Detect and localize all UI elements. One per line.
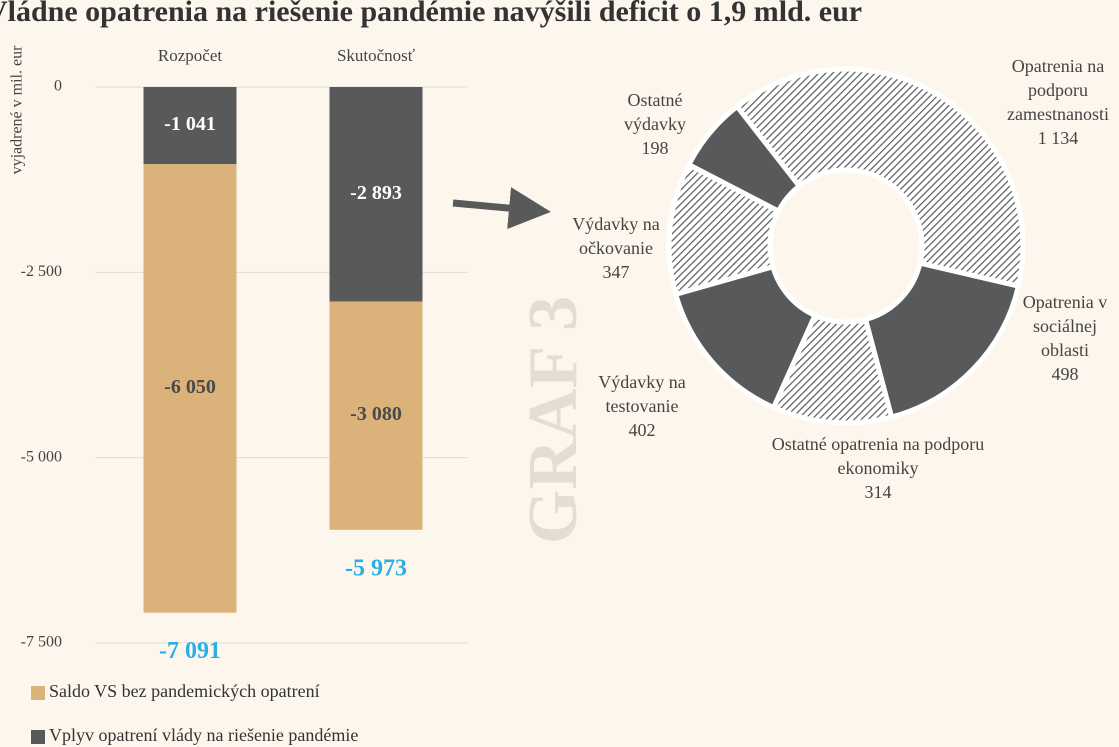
legend-swatch bbox=[31, 686, 45, 700]
donut-slice bbox=[733, 66, 1026, 290]
slice-category: Ostatné výdavky bbox=[624, 90, 686, 134]
y-tick-label: -5 000 bbox=[21, 448, 62, 465]
watermark: GRAF 3 bbox=[515, 296, 592, 544]
slice-label: Ostatné výdavky 198 bbox=[605, 88, 705, 160]
slice-category: Výdavky na očkovanie bbox=[572, 214, 660, 258]
slice-label: Ostatné opatrenia na podporu ekonomiky 31… bbox=[763, 432, 993, 504]
chart-title: Vládne opatrenia na riešenie pandémie na… bbox=[0, 0, 862, 28]
bar-segment bbox=[143, 164, 237, 613]
y-tick-label: 0 bbox=[54, 78, 62, 95]
slice-value: 314 bbox=[864, 482, 892, 502]
slice-label: Opatrenia v sociálnej oblasti 498 bbox=[1010, 290, 1119, 386]
arrow bbox=[452, 187, 551, 230]
bar-segment bbox=[329, 301, 423, 530]
donut-slice bbox=[862, 260, 1022, 421]
slice-category: Opatrenia na podporu zamestnanosti bbox=[1007, 56, 1109, 124]
total-label: -7 091 bbox=[159, 638, 221, 664]
slice-label: Výdavky na testovanie 402 bbox=[577, 370, 707, 442]
data-label: -1 041 bbox=[164, 113, 216, 135]
slice-category: Ostatné opatrenia na podporu ekonomiky bbox=[771, 434, 985, 478]
data-label: -2 893 bbox=[350, 182, 402, 204]
slice-value: 1 134 bbox=[1037, 128, 1079, 148]
legend-label: Saldo VS bez pandemických opatrení bbox=[49, 681, 320, 701]
slice-value: 347 bbox=[602, 262, 630, 282]
legend-label: Vplyv opatrení vlády na riešenie pandémi… bbox=[49, 725, 358, 745]
bar-segment bbox=[329, 87, 423, 302]
x-tick-label: Skutočnosť bbox=[337, 46, 415, 65]
total-label: -5 973 bbox=[345, 555, 407, 581]
slice-value: 402 bbox=[628, 420, 656, 440]
data-label: -6 050 bbox=[164, 376, 216, 398]
slice-category: Opatrenia v sociálnej oblasti bbox=[1022, 292, 1108, 360]
slice-value: 498 bbox=[1051, 364, 1079, 384]
donut-slice bbox=[685, 103, 803, 215]
bar-segment bbox=[143, 87, 237, 165]
slice-label: Výdavky na očkovanie 347 bbox=[556, 212, 676, 284]
slice-label: Opatrenia na podporu zamestnanosti 1 134 bbox=[983, 54, 1119, 150]
y-axis-label: vyjadrené v mil. eur bbox=[9, 45, 26, 175]
y-tick-label: -2 500 bbox=[21, 263, 62, 280]
slice-category: Výdavky na testovanie bbox=[598, 372, 686, 416]
x-tick-label: Rozpočet bbox=[158, 46, 222, 65]
legend-swatch bbox=[31, 730, 45, 744]
slice-value: 198 bbox=[641, 138, 669, 158]
y-tick-label: -7 500 bbox=[21, 634, 62, 651]
data-label: -3 080 bbox=[350, 403, 402, 425]
